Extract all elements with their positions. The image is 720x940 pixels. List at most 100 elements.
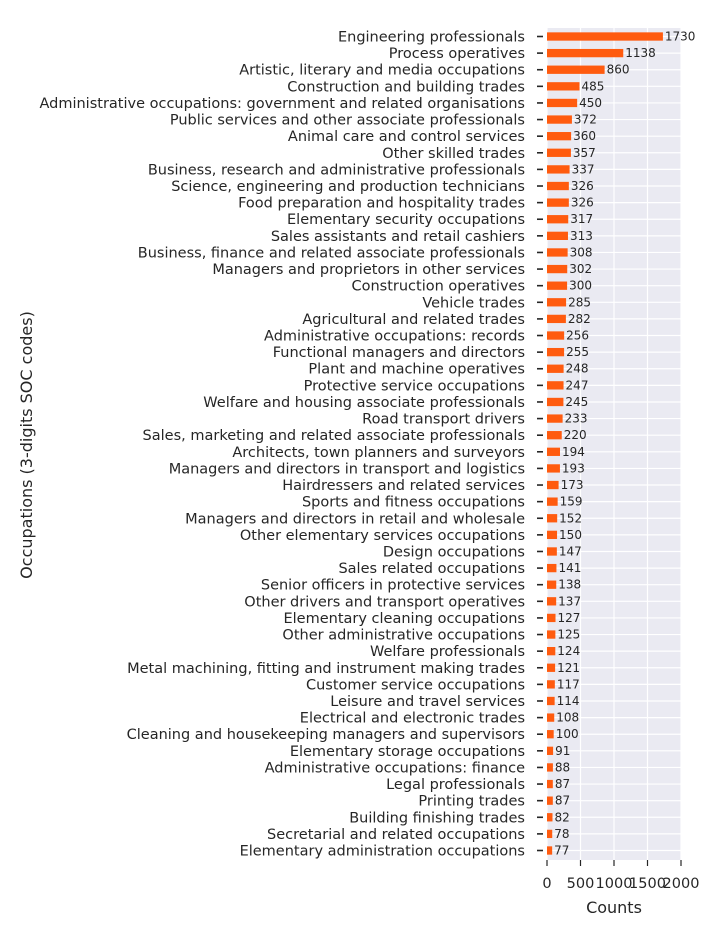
- bar-value-label: 317: [570, 212, 593, 226]
- bar-value-label: 127: [558, 611, 581, 625]
- bar: [547, 231, 568, 240]
- bar-value-label: 233: [565, 412, 588, 426]
- bar-value-label: 87: [555, 777, 570, 791]
- bar: [547, 364, 564, 373]
- y-tick-label: Administrative occupations: finance: [265, 760, 525, 776]
- bar-value-label: 138: [558, 578, 581, 592]
- y-tick-label: Hairdressers and related services: [282, 478, 525, 494]
- bar-value-label: 337: [572, 162, 595, 176]
- bar: [547, 713, 555, 722]
- bar: [547, 215, 569, 224]
- y-tick-label: Design occupations: [383, 544, 525, 560]
- bar: [547, 381, 564, 390]
- bar: [547, 779, 553, 789]
- bar: [547, 663, 556, 672]
- bar: [547, 730, 554, 739]
- y-tick-label: Process operatives: [389, 46, 525, 62]
- y-axis-label: Occupations (3-digits SOC codes): [17, 311, 36, 579]
- y-tick-label: Administrative occupations: records: [264, 329, 525, 345]
- bars: [547, 32, 663, 855]
- bar: [547, 547, 557, 556]
- bar: [547, 829, 553, 839]
- bar: [547, 32, 663, 41]
- bar-value-label: 1138: [625, 46, 656, 60]
- bar-value-label: 78: [554, 827, 569, 841]
- bar: [547, 431, 562, 440]
- x-axis-label: Counts: [586, 898, 642, 917]
- bar-value-label: 194: [562, 445, 585, 459]
- y-tick-label: Metal machining, fitting and instrument …: [127, 661, 525, 677]
- bar: [547, 846, 553, 855]
- y-tick-label: Printing trades: [418, 794, 525, 810]
- bar-value-label: 1730: [665, 30, 696, 44]
- x-tick-label: 500: [567, 876, 595, 892]
- bar: [547, 198, 569, 207]
- bar: [547, 98, 578, 108]
- bar-value-label: 450: [579, 96, 602, 110]
- bar-value-label: 485: [581, 79, 604, 93]
- y-tick-label: Electrical and electronic trades: [300, 711, 525, 727]
- bar-value-label: 245: [565, 395, 588, 409]
- bar-value-label: 302: [569, 262, 592, 276]
- bar-value-label: 256: [566, 329, 589, 343]
- bar-value-label: 300: [569, 279, 592, 293]
- y-tick-label: Construction operatives: [351, 279, 525, 295]
- y-tick-label: Other skilled trades: [382, 146, 525, 162]
- bar: [547, 813, 553, 822]
- bar-value-label: 87: [555, 794, 570, 808]
- y-tick-label: Customer service occupations: [306, 677, 525, 693]
- bar-value-label: 248: [566, 362, 589, 376]
- y-tick-label: Sales, marketing and related associate p…: [143, 428, 525, 444]
- bar-value-label: 372: [574, 113, 597, 127]
- bar: [547, 647, 556, 656]
- y-tick-label: Other administrative occupations: [282, 628, 525, 644]
- bar-value-label: 173: [561, 478, 584, 492]
- y-tick-label: Public services and other associate prof…: [170, 113, 525, 129]
- bar: [547, 165, 570, 174]
- bar: [547, 148, 571, 157]
- y-tick-label: Business, research and administrative pr…: [148, 162, 525, 178]
- bar-value-label: 152: [559, 511, 582, 525]
- bar: [547, 48, 624, 58]
- y-tick-label: Elementary security occupations: [287, 212, 525, 228]
- bar-value-label: 193: [562, 461, 585, 475]
- bar: [547, 264, 568, 274]
- bar: [547, 597, 557, 606]
- y-tick-label: Functional managers and directors: [273, 345, 525, 361]
- bar-value-label: 77: [554, 844, 569, 858]
- y-tick-label: Other elementary services occupations: [240, 528, 525, 544]
- x-tick-label: 2000: [663, 876, 700, 892]
- bar: [547, 281, 568, 290]
- y-tick-label: Other drivers and transport operatives: [244, 594, 525, 610]
- y-tick-label: Legal professionals: [386, 777, 525, 793]
- bar-value-label: 91: [555, 744, 570, 758]
- y-tick-label: Elementary administration occupations: [240, 844, 525, 860]
- bar: [547, 763, 553, 772]
- bar: [547, 796, 553, 805]
- y-tick-label: Protective service occupations: [304, 378, 525, 394]
- bar-value-label: 220: [564, 428, 587, 442]
- bar-value-label: 82: [554, 810, 569, 824]
- y-tick-label: Plant and machine operatives: [308, 362, 525, 378]
- bar: [547, 530, 558, 540]
- bar: [547, 613, 556, 623]
- y-tick-label: Vehicle trades: [422, 295, 525, 311]
- bar-value-label: 141: [558, 561, 581, 575]
- bar: [547, 397, 564, 407]
- bar: [547, 580, 557, 589]
- bar: [547, 347, 565, 357]
- x-tick-label: 0: [542, 876, 551, 892]
- y-tick-label: Artistic, literary and media occupations: [239, 63, 525, 79]
- bar: [547, 115, 572, 124]
- bar: [547, 82, 580, 91]
- bar: [547, 480, 559, 490]
- bar-value-label: 114: [557, 694, 580, 708]
- y-tick-label: Sports and fitness occupations: [302, 495, 525, 511]
- bar: [547, 132, 572, 141]
- bar: [547, 331, 565, 340]
- bar-value-label: 326: [571, 179, 594, 193]
- bar: [547, 630, 556, 639]
- bar-value-label: 326: [571, 196, 594, 210]
